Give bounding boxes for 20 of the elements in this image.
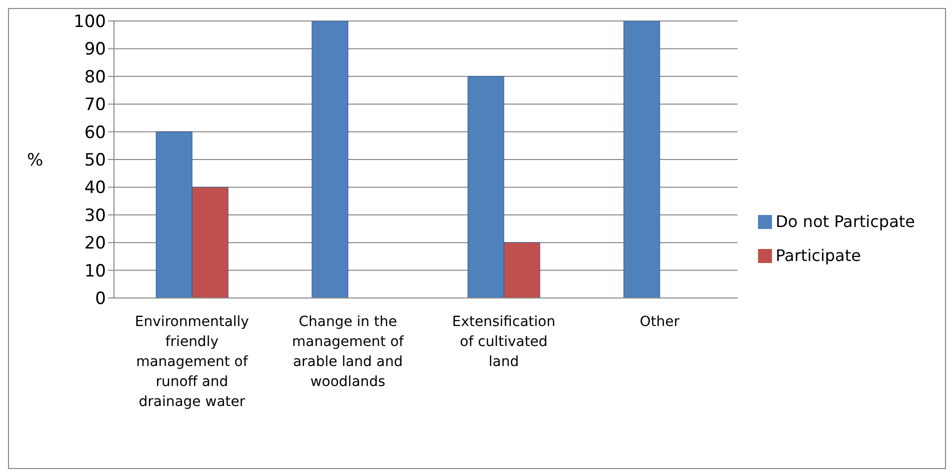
legend-label: Do not Particpate <box>776 212 915 230</box>
x-tick-label: Extensification of cultivated land <box>452 314 556 370</box>
y-tick-label: 70 <box>84 95 106 116</box>
legend-label: Participate <box>776 246 861 264</box>
bar <box>312 21 348 298</box>
x-tick-label: Other <box>640 314 680 330</box>
y-tick-label: 80 <box>84 67 106 88</box>
y-tick-label: 100 <box>74 12 106 32</box>
y-axis-title: % <box>27 150 44 171</box>
x-tick-label: Change in the management of arable land and woodlands <box>292 314 405 390</box>
bar <box>624 21 660 298</box>
y-tick-label: 30 <box>84 206 106 226</box>
x-tick-label: Environmentally friendly management of runoff and drainage water <box>134 314 249 410</box>
y-tick-label: 10 <box>84 261 106 282</box>
y-tick-label: 60 <box>84 122 106 143</box>
y-tick-label: 40 <box>84 178 106 198</box>
y-tick-label: 50 <box>84 150 106 171</box>
y-tick-label: 0 <box>95 289 106 310</box>
y-tick-label: 20 <box>84 234 106 254</box>
y-tick-label: 90 <box>84 40 106 60</box>
